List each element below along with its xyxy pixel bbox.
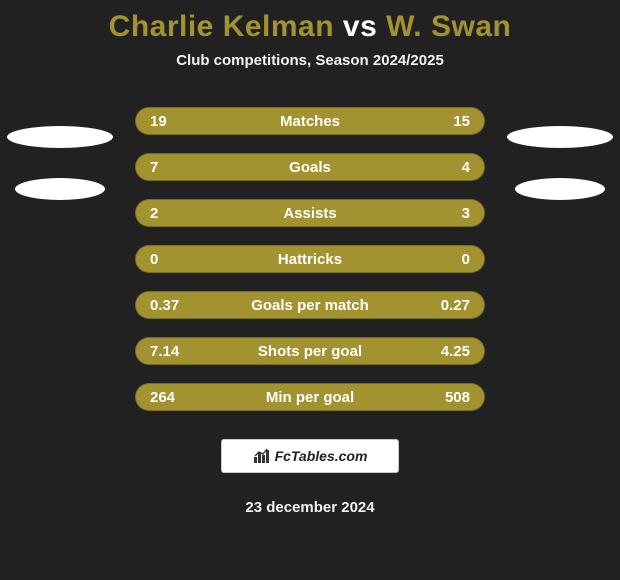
chart-icon <box>253 448 269 464</box>
stat-label: Hattricks <box>278 251 342 268</box>
stat-right-value: 3 <box>462 205 470 222</box>
stat-row: 19 Matches 15 <box>135 107 485 135</box>
brand-badge: FcTables.com <box>221 439 399 473</box>
stat-left-value: 0 <box>150 251 158 268</box>
stat-label: Matches <box>280 113 340 130</box>
stat-right-value: 508 <box>445 389 470 406</box>
stat-label: Goals per match <box>251 297 369 314</box>
title-player1: Charlie Kelman <box>109 10 334 43</box>
stat-right-value: 4 <box>462 159 470 176</box>
stat-label: Shots per goal <box>258 343 362 360</box>
decorative-ellipse <box>15 178 105 200</box>
stat-left-value: 264 <box>150 389 175 406</box>
stat-label: Goals <box>289 159 331 176</box>
decorative-ellipse <box>515 178 605 200</box>
stat-row: 0.37 Goals per match 0.27 <box>135 291 485 319</box>
stat-right-value: 4.25 <box>441 343 470 360</box>
stat-left-value: 0.37 <box>150 297 179 314</box>
stat-left-value: 19 <box>150 113 167 130</box>
stats-table: 19 Matches 15 7 Goals 4 2 Assists 3 0 Hattricks 0 0.… <box>0 107 620 411</box>
stat-label: Assists <box>283 205 336 222</box>
stat-right-value: 0 <box>462 251 470 268</box>
stat-row: 7.14 Shots per goal 4.25 <box>135 337 485 365</box>
brand-text: FcTables.com <box>275 448 368 464</box>
stat-row: 7 Goals 4 <box>135 153 485 181</box>
decorative-ellipse <box>507 126 613 148</box>
stat-right-value: 0.27 <box>441 297 470 314</box>
title-player2: W. Swan <box>386 10 511 43</box>
footer-date: 23 december 2024 <box>0 499 620 516</box>
stat-left-value: 7.14 <box>150 343 179 360</box>
stat-label: Min per goal <box>266 389 354 406</box>
title-vs: vs <box>343 10 377 43</box>
stat-row: 0 Hattricks 0 <box>135 245 485 273</box>
stat-left-value: 7 <box>150 159 158 176</box>
stat-right-value: 15 <box>453 113 470 130</box>
page-title: Charlie Kelman vs W. Swan <box>0 0 620 44</box>
subtitle: Club competitions, Season 2024/2025 <box>0 52 620 69</box>
decorative-ellipse <box>7 126 113 148</box>
stat-row: 2 Assists 3 <box>135 199 485 227</box>
stat-row: 264 Min per goal 508 <box>135 383 485 411</box>
stat-left-value: 2 <box>150 205 158 222</box>
